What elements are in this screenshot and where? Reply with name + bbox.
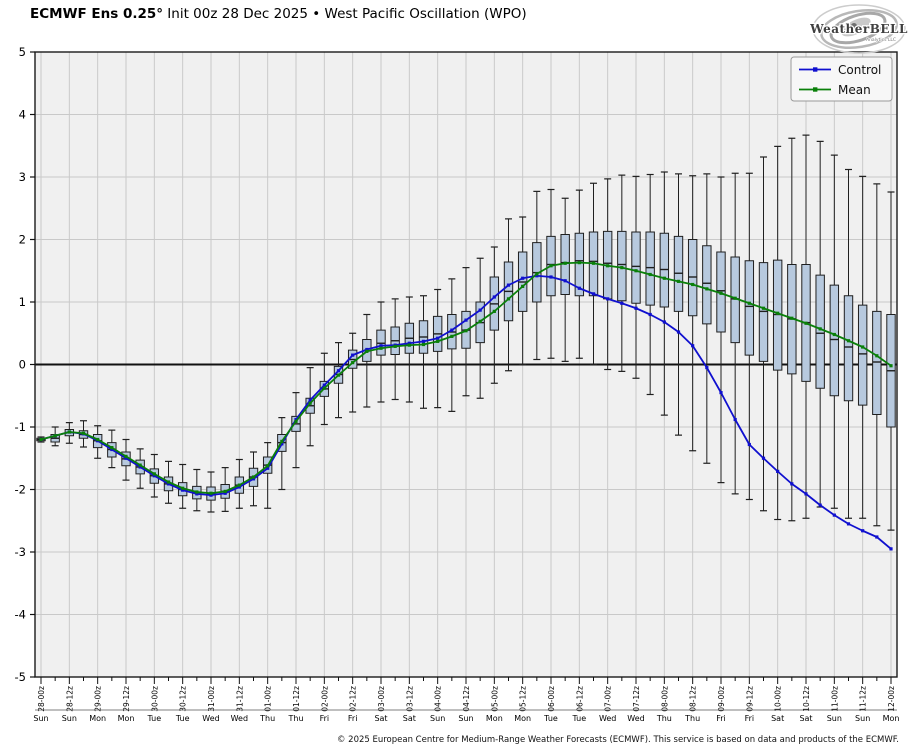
svg-text:Mon: Mon [514,714,531,723]
title-details: Init 00z 28 Dec 2025 • West Pacific Osci… [163,6,527,22]
svg-text:Control: Control [838,63,881,77]
svg-text:-2: -2 [15,483,26,497]
svg-text:Mean: Mean [838,83,871,97]
svg-text:-3: -3 [15,545,26,559]
svg-text:Thu: Thu [259,714,275,723]
svg-text:-1: -1 [15,420,26,434]
svg-text:03-12z: 03-12z [405,686,414,712]
svg-text:-5: -5 [15,670,26,684]
svg-text:11-00z: 11-00z [830,686,839,712]
svg-text:09-12z: 09-12z [745,686,754,712]
svg-text:07-00z: 07-00z [604,686,613,712]
svg-text:06-12z: 06-12z [575,686,584,712]
svg-text:0: 0 [19,358,26,372]
svg-text:Mon: Mon [89,714,106,723]
svg-text:Thu: Thu [684,714,700,723]
svg-text:5: 5 [19,45,26,59]
svg-text:01-00z: 01-00z [264,686,273,712]
svg-text:Mon: Mon [118,714,135,723]
svg-text:Wed: Wed [231,714,248,723]
svg-text:2: 2 [19,233,26,247]
copyright-notice: © 2025 European Centre for Medium-Range … [336,735,899,745]
svg-text:Sun: Sun [430,714,445,723]
svg-text:Wed: Wed [599,714,616,723]
svg-text:30-12z: 30-12z [179,686,188,712]
svg-text:Fri: Fri [348,714,358,723]
mean-line [39,261,893,495]
svg-text:Thu: Thu [287,714,303,723]
svg-text:02-00z: 02-00z [320,686,329,712]
svg-text:Fri: Fri [745,714,755,723]
svg-text:Sat: Sat [374,714,387,723]
svg-text:Tue: Tue [146,714,161,723]
svg-text:4: 4 [19,108,26,122]
svg-text:Wed: Wed [202,714,219,723]
svg-text:09-00z: 09-00z [717,686,726,712]
svg-text:29-12z: 29-12z [122,686,131,712]
svg-text:Mon: Mon [486,714,503,723]
svg-text:10-12z: 10-12z [802,686,811,712]
svg-text:31-12z: 31-12z [235,686,244,712]
title-product: ECMWF Ens 0.25° [30,6,164,22]
svg-text:Sun: Sun [33,714,48,723]
svg-text:31-00z: 31-00z [207,686,216,712]
svg-text:Tue: Tue [543,714,558,723]
svg-text:08-00z: 08-00z [660,686,669,712]
svg-text:04-12z: 04-12z [462,686,471,712]
y-axis: 5 4 3 2 1 0 -1 -2 -3 -4 -5 [15,45,35,684]
svg-text:08-12z: 08-12z [689,686,698,712]
svg-text:12-00z: 12-00z [887,686,896,712]
svg-text:Sun: Sun [458,714,473,723]
svg-text:28-00z: 28-00z [37,686,46,712]
legend-item-mean: Mean [799,83,871,97]
svg-text:Sun: Sun [62,714,77,723]
svg-text:Tue: Tue [571,714,586,723]
legend-item-control: Control [799,63,881,77]
svg-text:Sun: Sun [855,714,870,723]
page-title: ECMWF Ens 0.25° Init 00z 28 Dec 2025 • W… [30,6,527,22]
svg-text:05-00z: 05-00z [490,686,499,712]
svg-text:03-00z: 03-00z [377,686,386,712]
svg-text:-4: -4 [15,608,26,622]
svg-text:Thu: Thu [656,714,672,723]
svg-text:10-00z: 10-00z [774,686,783,712]
svg-text:Tue: Tue [175,714,190,723]
svg-text:1: 1 [19,295,26,309]
svg-text:Wed: Wed [627,714,644,723]
svg-text:05-12z: 05-12z [519,686,528,712]
hurricane-swirl-icon [812,4,906,54]
x-axis: 28-00z Sun 28-12z Sun 29-00z Mon 29-12z Mon 30-0… [33,677,899,723]
svg-text:Sat: Sat [403,714,416,723]
svg-text:07-12z: 07-12z [632,686,641,712]
svg-text:Fri: Fri [716,714,726,723]
svg-text:Sat: Sat [799,714,812,723]
logo-subtitle: Analytics LLC [866,37,896,43]
svg-text:28-12z: 28-12z [65,686,74,712]
svg-text:30-00z: 30-00z [150,686,159,712]
svg-text:06-00z: 06-00z [547,686,556,712]
svg-text:Sat: Sat [771,714,784,723]
svg-text:04-00z: 04-00z [434,686,443,712]
svg-text:Mon: Mon [883,714,900,723]
svg-text:3: 3 [19,170,26,184]
svg-text:11-12z: 11-12z [859,686,868,712]
svg-text:Fri: Fri [320,714,330,723]
svg-text:Sun: Sun [827,714,842,723]
svg-text:29-00z: 29-00z [94,686,103,712]
svg-text:02-12z: 02-12z [349,686,358,712]
legend: Control Mean [790,56,893,102]
logo-wordmark: WeatherBELL [809,22,908,36]
svg-text:01-12z: 01-12z [292,686,301,712]
weatherbell-logo: WeatherBELL Analytics LLC [809,4,909,54]
